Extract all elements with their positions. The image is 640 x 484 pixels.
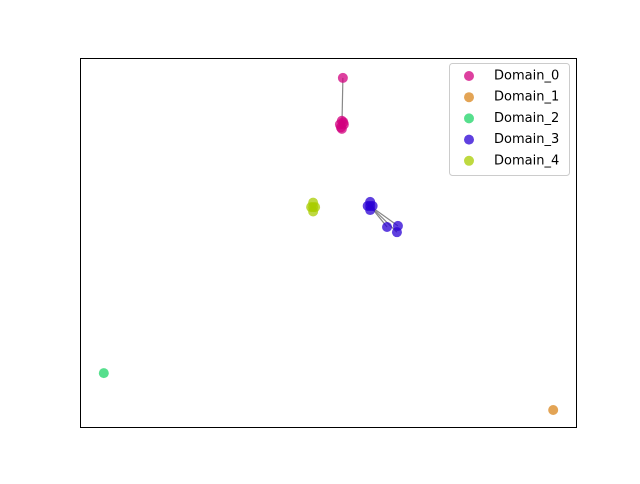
legend-label: Domain_1: [494, 90, 559, 105]
legend-label: Domain_2: [494, 111, 559, 126]
point: [308, 197, 319, 208]
points: [98, 72, 559, 416]
point: [337, 72, 348, 83]
legend: Domain_0 Domain_1 Domain_2 Domain_3 Domain_4: [449, 63, 570, 176]
plot-frame: [80, 58, 577, 428]
legend-marker: [464, 134, 474, 145]
legend-box: [449, 63, 570, 176]
legend-label: Domain_3: [494, 132, 559, 147]
point: [365, 205, 376, 216]
legend-label: Domain_0: [494, 69, 559, 84]
point: [392, 220, 403, 231]
legend-label: Domain_4: [494, 153, 559, 168]
legend-marker: [464, 92, 474, 103]
point: [338, 117, 349, 128]
point: [98, 368, 109, 379]
point: [308, 206, 319, 217]
legend-marker: [464, 113, 474, 124]
point: [365, 196, 376, 207]
legend-marker: [464, 71, 474, 81]
point: [548, 405, 559, 416]
legend-marker: [464, 155, 474, 166]
point: [382, 222, 393, 233]
